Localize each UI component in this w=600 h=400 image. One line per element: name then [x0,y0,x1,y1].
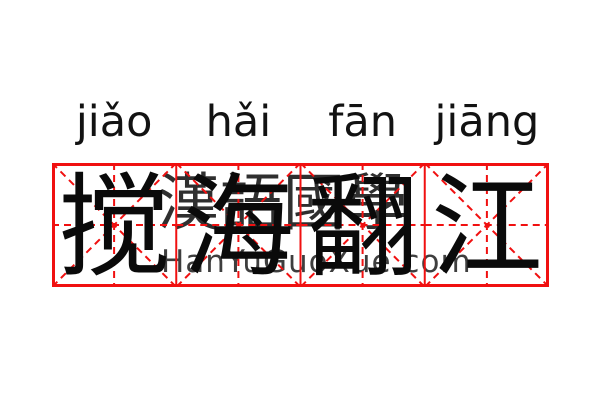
pinyin-syllable: jiǎo [75,97,153,147]
grid-cell: 搅 [52,163,176,287]
pinyin-syllable: fān [328,97,397,147]
pinyin-syllable: hǎi [205,97,272,147]
grid-cell: 海 [176,163,300,287]
idiom-character: 海 [182,163,295,293]
idiom-character: 搅 [58,163,171,293]
idiom-character: 翻 [306,163,419,293]
idiom-characters: 搅 海 翻 江 [52,163,549,287]
pinyin-syllable: jiāng [434,97,540,147]
pinyin-row: jiǎo hǎi fān jiāng [52,96,549,152]
idiom-character: 江 [430,163,543,293]
grid-cell: 翻 [301,163,425,287]
grid-cell: 江 [425,163,549,287]
mi-grid [52,163,549,287]
